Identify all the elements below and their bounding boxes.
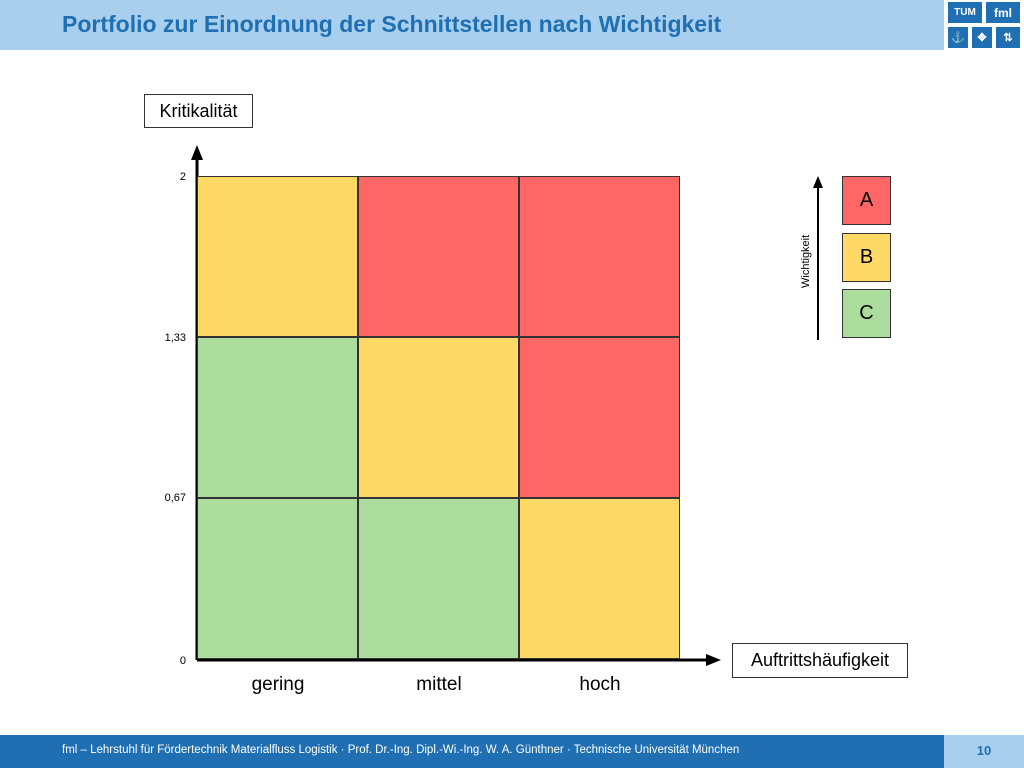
page-number-box: 10 [944, 735, 1024, 768]
y-tick-label: 2 [179, 171, 186, 183]
x-axis-label: Auftrittshäufigkeit [732, 643, 908, 678]
footer-bar: fml – Lehrstuhl für Fördertechnik Materi… [0, 735, 944, 768]
legend-title: Wichtigkeit [800, 234, 812, 288]
matrix-cell-r2-c1 [197, 337, 358, 498]
header-bar: Portfolio zur Einordnung der Schnittstel… [0, 0, 944, 50]
matrix-cell-r1-c1 [197, 176, 358, 337]
conveyor-icon: ⇅ [996, 27, 1020, 48]
matrix-cell-r1-c3 [519, 176, 680, 337]
matrix-cell-r3-c2 [358, 498, 519, 659]
x-category-label: gering [251, 674, 305, 695]
matrix-cell-r2-c2 [358, 337, 519, 498]
portfolio-matrix [197, 176, 682, 660]
y-axis-label: Kritikalität [144, 94, 253, 128]
matrix-cell-r3-c3 [519, 498, 680, 659]
fml-logo: fml [986, 2, 1020, 23]
legend-item-a: A [842, 176, 891, 225]
matrix-cell-r2-c3 [519, 337, 680, 498]
tum-logo: TUM [948, 2, 982, 23]
matrix-cell-r1-c2 [358, 176, 519, 337]
y-tick-label: 1,33 [164, 332, 186, 344]
logo-block: TUM fml ⚓ ✥ ⇅ [944, 0, 1024, 50]
footer-text: fml – Lehrstuhl für Fördertechnik Materi… [62, 744, 740, 756]
crane-hook-icon: ⚓ [948, 27, 968, 48]
y-axis-arrowhead [191, 145, 203, 160]
flow-arrows-icon: ✥ [972, 27, 992, 48]
x-category-label: mittel [416, 674, 462, 695]
legend-axis-arrowhead [813, 176, 823, 188]
legend-item-c: C [842, 289, 891, 338]
x-axis-arrowhead [706, 654, 721, 666]
matrix-cell-r3-c1 [197, 498, 358, 659]
x-category-label: hoch [579, 674, 621, 695]
y-tick-label: 0,67 [164, 492, 186, 504]
legend-item-b: B [842, 233, 891, 282]
page-number: 10 [976, 743, 992, 758]
y-tick-label: 0 [179, 655, 186, 667]
slide-title: Portfolio zur Einordnung der Schnittstel… [62, 11, 722, 37]
